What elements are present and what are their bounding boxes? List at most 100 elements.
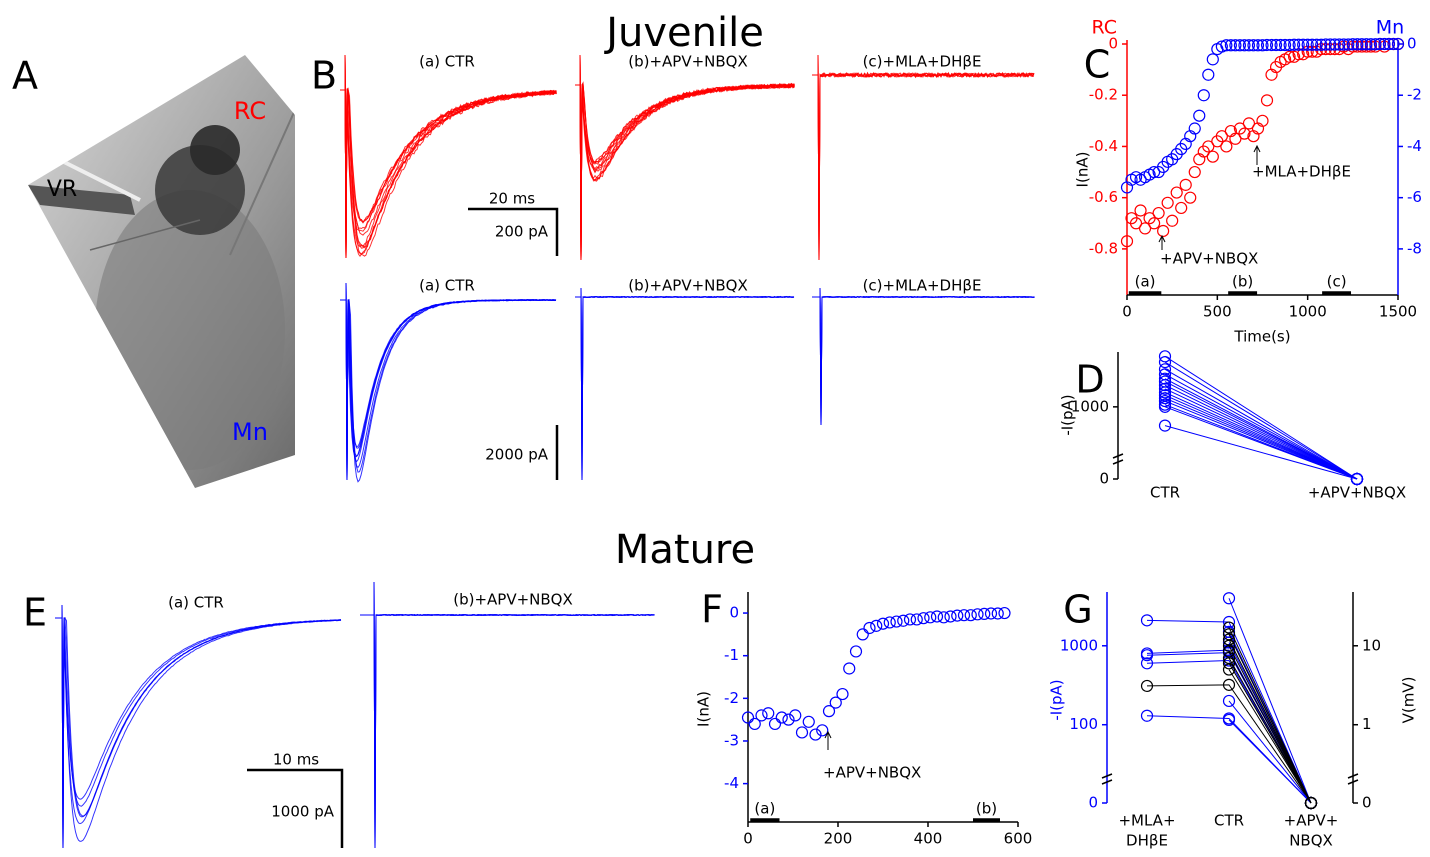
x-tick-label: 0 (1122, 303, 1132, 321)
image-label: RC (234, 97, 266, 125)
series-line (1165, 369, 1357, 479)
y-tick-label: -0.6 (1089, 188, 1118, 206)
point (803, 716, 814, 727)
point (1194, 110, 1205, 121)
panel-label: A (12, 54, 38, 98)
point (837, 689, 848, 700)
point (1162, 197, 1173, 208)
trace (812, 288, 1035, 425)
x-tick-label: DHβE (1126, 832, 1168, 850)
micrograph: RC VR Mn (28, 55, 295, 488)
point (999, 608, 1010, 619)
y-tick-label: 0 (1362, 794, 1372, 812)
y-tick-label: 1000 (1060, 636, 1098, 654)
trace (812, 55, 1034, 260)
point (1180, 179, 1191, 190)
scale-label: 20 ms (489, 190, 535, 208)
panel-label: G (1063, 588, 1092, 632)
period-label: (b) (976, 800, 997, 818)
point (959, 610, 970, 621)
annotation: +MLA+DHβE (1252, 163, 1351, 181)
trace (812, 55, 1034, 260)
trace (812, 288, 1035, 425)
axis-label: Time(s) (1233, 328, 1290, 346)
period-label: (c) (1327, 273, 1347, 291)
trace (575, 55, 795, 260)
x-tick-label: 1500 (1379, 303, 1417, 321)
point (1203, 69, 1214, 80)
axis-label: V(mV) (1400, 677, 1418, 724)
x-tick-label: 200 (824, 830, 853, 848)
point (797, 727, 808, 738)
axis-label: I(nA) (1074, 152, 1092, 188)
point (905, 614, 916, 625)
axis-label: I(nA) (695, 691, 713, 727)
trace-title: (a) CTR (168, 594, 224, 612)
x-tick-label: +MLA+ (1118, 812, 1175, 830)
series-line (1165, 401, 1357, 479)
trace (575, 288, 794, 480)
point (776, 712, 787, 723)
trace (360, 582, 655, 848)
panel-label: D (1075, 358, 1104, 402)
trace-title: (b)+APV+NBQX (453, 591, 573, 609)
x-tick-label: +APV+NBQX (1308, 484, 1406, 502)
x-tick-label: +APV+ (1284, 812, 1339, 830)
trace (360, 582, 655, 848)
x-tick-label: 400 (914, 830, 943, 848)
y-tick-label: -6 (1407, 188, 1422, 206)
heading: Juvenile (603, 10, 764, 56)
point (844, 663, 855, 674)
image-label: Mn (232, 418, 268, 446)
y-tick-label: 1 (1362, 715, 1372, 733)
point (763, 708, 774, 719)
x-tick-label: CTR (1214, 812, 1244, 830)
series-name: Mn (1376, 17, 1404, 39)
scale-label: 10 ms (273, 751, 319, 769)
axis-label: -I(pA) (1059, 394, 1077, 435)
y-tick-label: -2 (1407, 86, 1422, 104)
figure: RC VR Mn Juvenile Mature A B C D E F G (… (0, 0, 1430, 857)
trace (360, 582, 655, 848)
trace (812, 55, 1034, 260)
x-tick-label: 0 (743, 830, 753, 848)
y-tick-label: 10 (1362, 636, 1381, 654)
trace (575, 288, 794, 480)
series-line (1165, 374, 1357, 479)
scale-label: 2000 pA (485, 446, 548, 464)
panel-label: B (311, 54, 337, 98)
trace (812, 55, 1034, 260)
series-line (1147, 661, 1311, 803)
trace (812, 288, 1035, 425)
y-tick-label: -0.2 (1089, 86, 1118, 104)
point (770, 718, 781, 729)
trace (812, 55, 1034, 260)
y-tick-label: -8 (1407, 239, 1422, 257)
trace-title: (c)+MLA+DHβE (863, 277, 982, 295)
series-line (1229, 670, 1311, 803)
series-name: RC (1091, 17, 1117, 39)
y-tick-label: -0.8 (1089, 239, 1118, 257)
x-tick-label: CTR (1150, 484, 1180, 502)
trace (812, 55, 1034, 260)
panel-label: F (701, 588, 723, 632)
series-line (1147, 650, 1311, 803)
y-tick-label: -2 (724, 689, 739, 707)
point (1135, 205, 1146, 216)
trace-title: (a) CTR (419, 53, 475, 71)
point (986, 608, 997, 619)
axis-label: -I(pA) (1048, 679, 1066, 720)
trace-title: (b)+APV+NBQX (628, 53, 748, 71)
panel-label: C (1084, 43, 1111, 87)
point (1262, 95, 1273, 106)
series-line (1147, 685, 1311, 803)
point (1153, 208, 1164, 219)
point (1221, 141, 1232, 152)
annotation: +APV+NBQX (823, 764, 921, 782)
point (1207, 151, 1218, 162)
image-label: VR (47, 177, 77, 202)
y-tick-label: -4 (724, 774, 739, 792)
point (864, 622, 875, 633)
period-label: (a) (754, 800, 775, 818)
series-line (1165, 362, 1357, 479)
